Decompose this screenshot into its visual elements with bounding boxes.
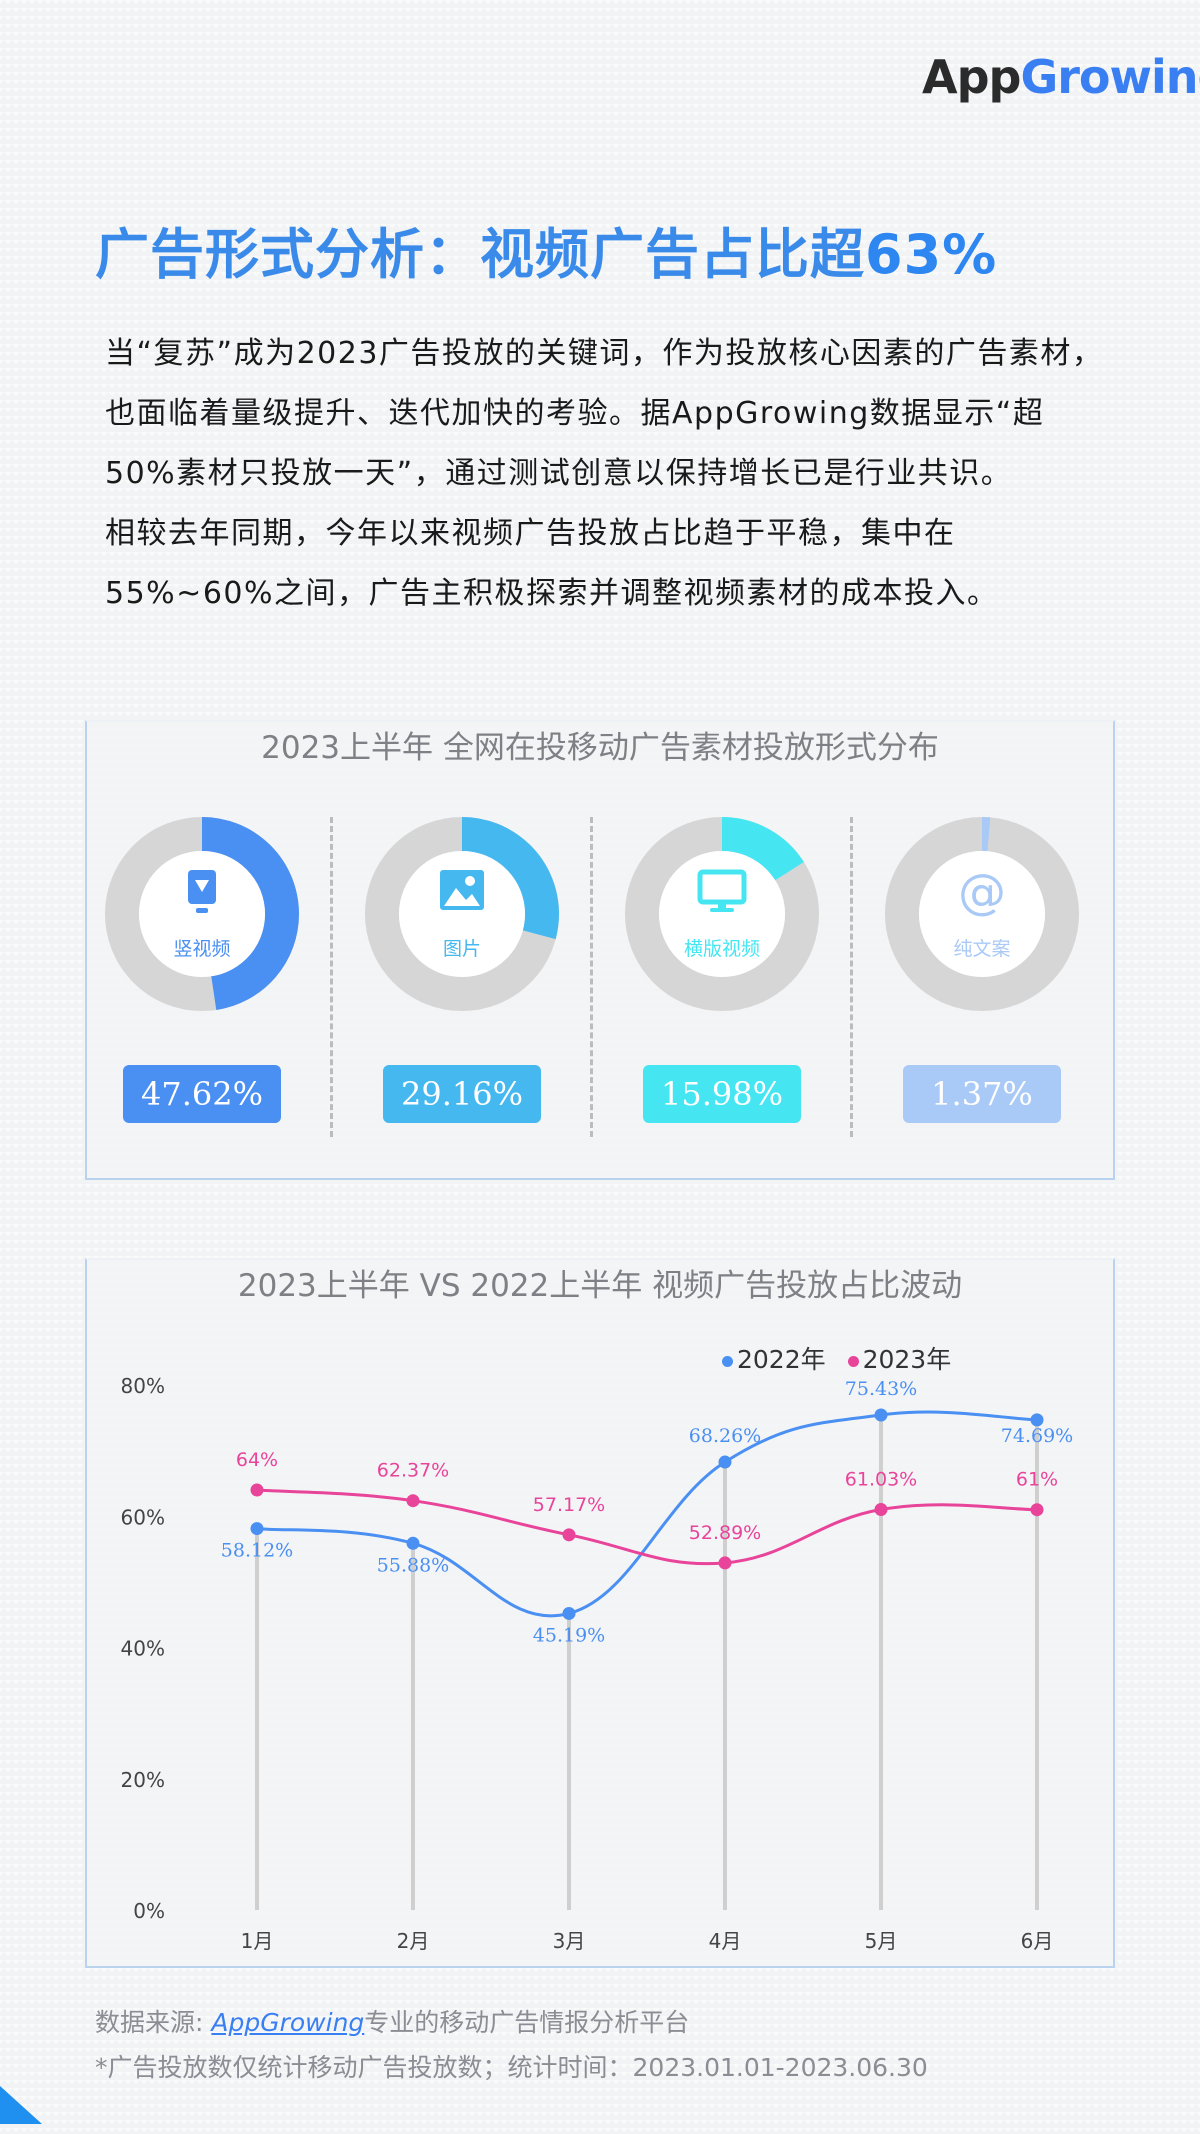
x-tick-label: 1月 <box>241 1929 274 1953</box>
donut-ring-2 <box>365 817 559 1011</box>
data-label: 64% <box>236 1449 278 1471</box>
data-point <box>250 1483 264 1497</box>
data-label: 74.69% <box>1001 1425 1073 1447</box>
data-label: 58.12% <box>221 1540 293 1562</box>
donut-divider-2 <box>590 817 593 1137</box>
logo-text-growing: Growing <box>1020 50 1200 104</box>
legend-item-2022: 2022年 <box>722 1345 826 1374</box>
donut-label-4: 纯文案 <box>953 938 1011 960</box>
intro-text: 当“复苏”成为2023广告投放的关键词，作为投放核心因素的广告素材，也面临着量级… <box>105 324 1105 624</box>
appgrowing-logo: AppGrowing <box>922 50 1200 114</box>
data-point <box>250 1522 264 1536</box>
donut-value-2: 29.16% <box>383 1065 541 1123</box>
donut-1: 竖视频 <box>102 814 302 1014</box>
donut-value-3: 15.98% <box>643 1065 801 1123</box>
series-line-2022年 <box>256 1410 1038 1618</box>
donut-center-1 <box>139 851 265 977</box>
x-tick-label: 2月 <box>397 1929 430 1953</box>
y-tick-label: 20% <box>121 1768 165 1792</box>
x-tick-label: 5月 <box>865 1929 898 1953</box>
source-link[interactable]: AppGrowing <box>211 2008 365 2037</box>
data-label: 61.03% <box>845 1468 917 1490</box>
data-label: 45.19% <box>533 1624 605 1646</box>
source-suffix: 专业的移动广告情报分析平台 <box>364 2008 690 2037</box>
donut-divider-1 <box>330 817 333 1137</box>
title-main: 广告形式分析：视频广告占比超 <box>95 223 865 286</box>
logo-text-app: App <box>922 50 1021 104</box>
donut-label-1: 竖视频 <box>173 938 231 960</box>
data-label: 61% <box>1016 1469 1058 1491</box>
page-title: 广告形式分析：视频广告占比超63% <box>95 210 997 289</box>
data-point <box>562 1606 576 1620</box>
line-chart: 0% 20% 40% 60% 80% 1月 2月 3月 4月 5月 6月 58.12% 55.88% 45… <box>121 1374 1074 1953</box>
x-tick-label: 3月 <box>553 1929 586 1953</box>
x-tick-label: 6月 <box>1021 1929 1054 1953</box>
donut-slice-2 <box>365 817 559 1011</box>
data-point <box>718 1556 732 1570</box>
legend-dot-2022 <box>722 1355 733 1367</box>
image-icon <box>436 866 488 918</box>
line-chart-title: 2023上半年 VS 2022上半年 视频广告投放占比波动 <box>237 1268 963 1304</box>
legend-item-2023: 2023年 <box>847 1345 952 1374</box>
donut-label-2: 图片 <box>442 938 481 960</box>
donut-ring-4 <box>885 817 1079 1011</box>
donut-value-4: 1.37% <box>903 1065 1061 1123</box>
donut-chart-title: 2023上半年 全网在投移动广告素材投放形式分布 <box>261 730 939 766</box>
x-tick-label: 4月 <box>709 1929 742 1953</box>
y-tick-label: 40% <box>121 1637 165 1661</box>
donut-2: 图片 <box>362 814 562 1014</box>
donut-3: 横版视频 <box>622 814 822 1014</box>
donut-center-4 <box>919 851 1045 977</box>
source-prefix: 数据来源: <box>95 2008 204 2037</box>
corner-decoration <box>0 2086 42 2124</box>
video-share-trend-panel: 2023上半年 VS 2022上半年 视频广告投放占比波动 2022年 2023… <box>85 1258 1115 1968</box>
donut-slice-4 <box>885 817 1079 1011</box>
donut-ring-1 <box>105 817 299 1011</box>
data-point <box>562 1528 576 1542</box>
donut-center-2 <box>399 851 525 977</box>
data-point <box>406 1494 420 1508</box>
data-point <box>874 1408 888 1422</box>
monitor-icon <box>696 866 748 918</box>
donut-ring-3 <box>625 817 819 1011</box>
legend-label-2023: 2023年 <box>862 1345 952 1374</box>
donut-4: @ 纯文案 <box>882 814 1082 1014</box>
data-label: 52.89% <box>689 1522 761 1544</box>
at-sign-icon: @ <box>956 866 1008 918</box>
data-point <box>874 1502 888 1516</box>
data-label: 57.17% <box>533 1494 605 1516</box>
data-source: 数据来源: AppGrowing专业的移动广告情报分析平台 <box>95 2003 689 2039</box>
donut-center-3 <box>659 851 785 977</box>
data-label: 55.88% <box>377 1554 449 1576</box>
legend-label-2022: 2022年 <box>737 1345 826 1374</box>
format-distribution-panel: 2023上半年 全网在投移动广告素材投放形式分布 竖视频 47.62% 图片 29.1… <box>85 720 1115 1180</box>
data-label: 62.37% <box>377 1460 449 1482</box>
data-point <box>1030 1503 1044 1517</box>
svg-text:@: @ <box>958 866 1006 918</box>
data-label: 75.43% <box>845 1378 917 1400</box>
series-line-2023年 <box>256 1488 1038 1566</box>
y-tick-label: 60% <box>121 1505 165 1529</box>
donut-label-3: 横版视频 <box>683 938 760 960</box>
title-highlight: 63% <box>865 223 998 286</box>
legend-dot-2023 <box>847 1355 859 1367</box>
data-label: 68.26% <box>689 1425 761 1447</box>
donut-value-1: 47.62% <box>123 1065 281 1123</box>
chart-legend: 2022年 2023年 <box>722 1340 965 1376</box>
y-tick-label: 80% <box>121 1374 165 1398</box>
donut-slice-1 <box>105 817 299 1011</box>
donut-divider-3 <box>850 817 853 1137</box>
y-tick-label: 0% <box>133 1899 165 1923</box>
data-point <box>406 1536 420 1550</box>
data-point <box>718 1455 732 1469</box>
intro-paragraph-1: 当“复苏”成为2023广告投放的关键词，作为投放核心因素的广告素材，也面临着量级… <box>105 336 1104 491</box>
donut-slice-3 <box>625 817 819 1011</box>
data-point <box>1030 1413 1044 1427</box>
stat-note: *广告投放数仅统计移动广告投放数；统计时间：2023.01.01-2023.06… <box>95 2053 928 2082</box>
intro-paragraph-2: 相较去年同期，今年以来视频广告投放占比趋于平稳，集中在55%~60%之间，广告主… <box>105 516 999 611</box>
vertical-video-icon <box>176 866 228 918</box>
